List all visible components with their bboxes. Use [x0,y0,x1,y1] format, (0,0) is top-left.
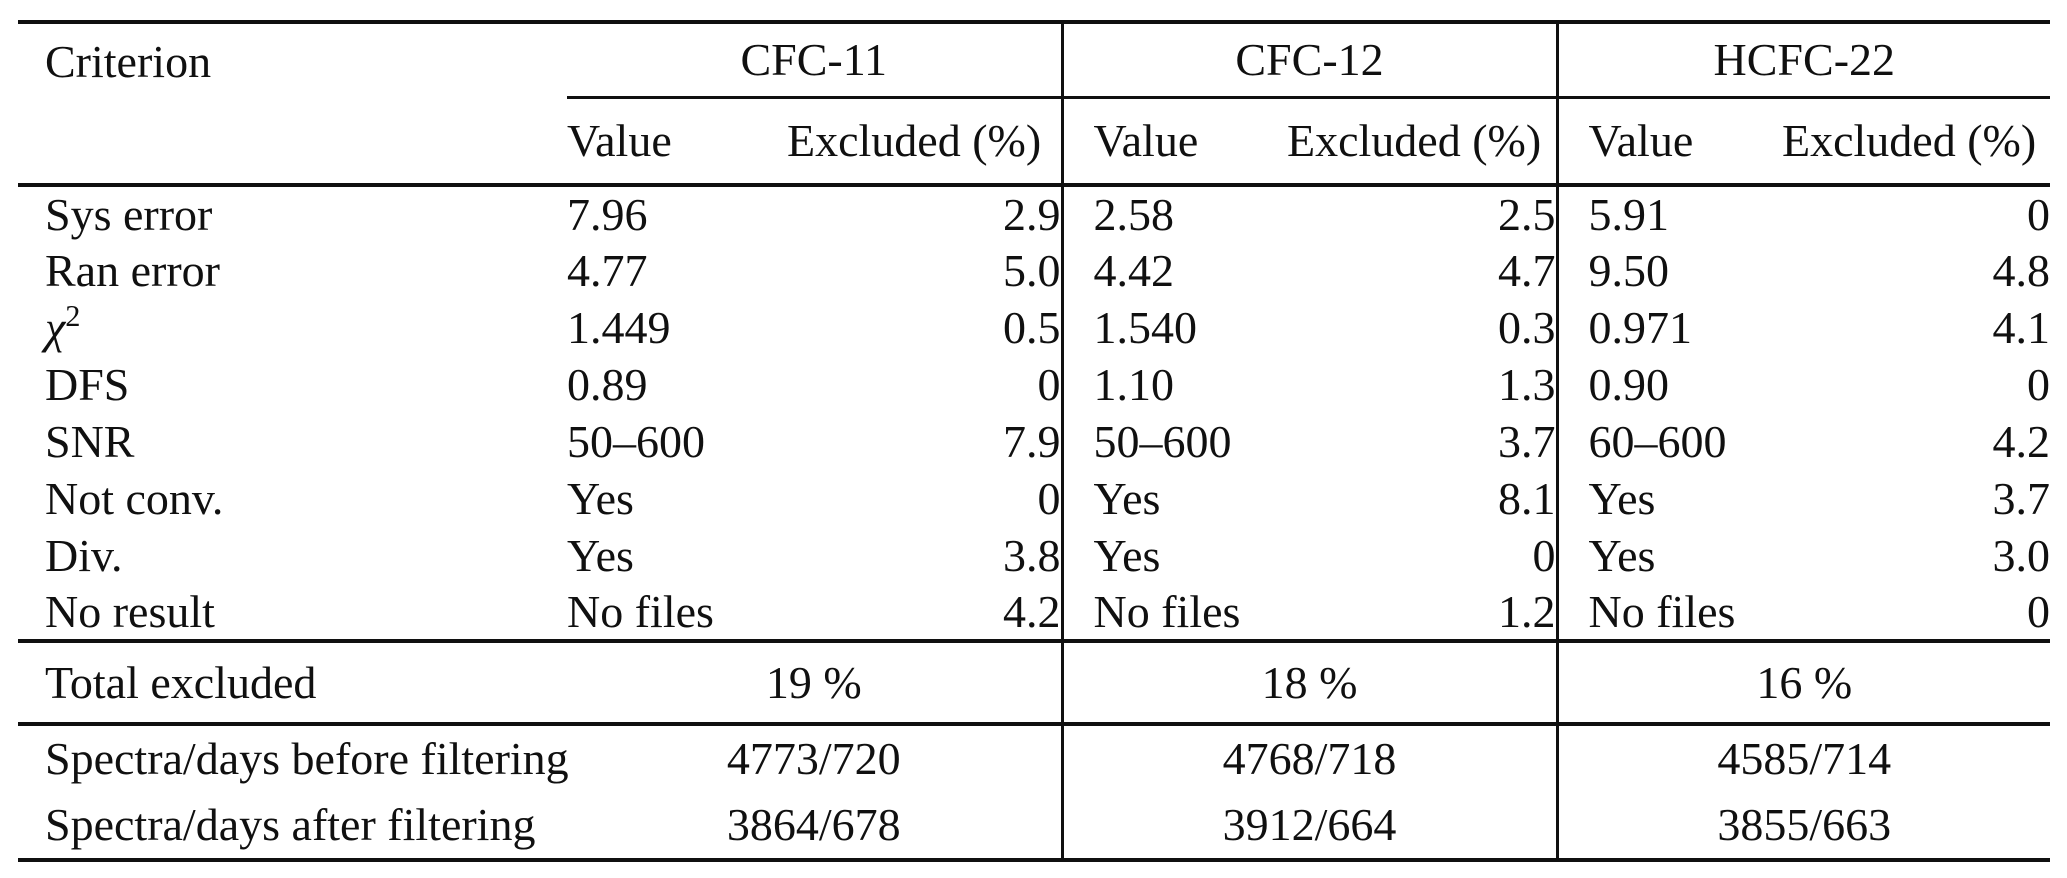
total-excluded-value: 16 % [1555,639,2051,726]
value-cell: Yes [567,472,634,524]
excluded-cell: 3.7 [1992,472,2051,524]
excluded-cell: 0 [1037,358,1061,410]
excluded-column-header: Excluded (%) [787,97,1062,187]
spectra-after-value: 3855/663 [1555,792,2051,862]
spectra-before-value: 4585/714 [1555,724,2051,792]
excluded-cell: 1.2 [1498,585,1556,637]
table-row: Sys error 7.96 2.9 2.58 2.5 5.91 0 [18,185,2050,242]
total-excluded-value: 19 % [567,639,1062,726]
table-row: No result No files 4.2 No files 1.2 No files 0 [18,584,2050,641]
value-cell: 2.58 [1060,185,1287,242]
value-cell: 0.89 [567,358,648,410]
superscript: 2 [65,298,81,333]
table-row: Div. Yes 3.8 Yes 0 Yes 3.0 [18,527,2050,584]
chi-symbol: χ [45,301,66,353]
value-cell: 4.42 [1060,242,1287,299]
excluded-cell: 0.3 [1498,301,1556,353]
spectra-before-value: 4768/718 [1060,724,1558,792]
table-row: SNR 50–600 7.9 50–600 3.7 60–600 4.2 [18,413,2050,470]
value-cell: 1.10 [1060,356,1287,413]
excluded-cell: 4.8 [1992,244,2051,296]
total-excluded-value: 18 % [1060,639,1558,726]
value-cell: 0.971 [1555,299,1783,356]
spectra-after-value: 3864/678 [567,792,1062,862]
criterion-column-header: Criterion [18,20,567,187]
excluded-column-header: Excluded (%) [1782,97,2051,187]
criterion-label: SNR [45,415,135,467]
spectra-before-row: Spectra/days before filtering 4773/720 476… [18,724,2051,792]
group-header-cfc11: CFC-11 [567,20,1062,99]
criterion-label: Not conv. [45,472,224,524]
excluded-cell: 3.0 [1992,529,2051,581]
excluded-cell: 1.3 [1498,358,1556,410]
criterion-label: χ2 [18,299,567,356]
excluded-cell: 8.1 [1498,472,1556,524]
value-cell: 9.50 [1555,242,1783,299]
value-cell: 1.449 [567,301,671,353]
spectra-after-value: 3912/664 [1060,792,1558,862]
criterion-label: Div. [45,529,123,581]
table-header: Criterion CFC-11 CFC-12 HCFC-22 Value Ex… [18,20,2051,187]
spectra-before-value: 4773/720 [726,733,901,784]
excluded-cell: 2.9 [1003,188,1061,240]
value-cell: 1.540 [1060,299,1287,356]
value-cell: 0.90 [1555,356,1783,413]
value-cell: 50–600 [567,415,705,467]
value-cell: Yes [1555,470,1783,527]
excluded-cell: 0 [2027,358,2051,410]
filter-criteria-table: Criterion CFC-11 CFC-12 HCFC-22 Value Ex… [18,20,2051,862]
value-cell: Yes [567,529,634,581]
table-row: DFS 0.89 0 1.10 1.3 0.90 0 [18,356,2050,413]
spectra-after-row: Spectra/days after filtering 3864/678 3912… [18,792,2051,862]
excluded-cell: 0 [1037,472,1061,524]
table-row: χ2 1.449 0.5 1.540 0.3 0.971 4.1 [18,299,2050,356]
criterion-label: No result [45,585,215,637]
value-cell: 5.91 [1555,185,1783,242]
value-cell: 4.77 [567,244,648,296]
value-column-header: Value [1060,97,1287,187]
value-cell: No files [1060,584,1287,641]
excluded-cell: 0 [1532,529,1556,581]
excluded-cell: 5.0 [1003,244,1061,296]
value-column-header: Value [567,97,787,187]
excluded-cell: 4.7 [1498,244,1556,296]
criterion-label: DFS [45,358,130,410]
criterion-label: Sys error [45,188,213,240]
value-cell: Yes [1060,527,1287,584]
summary-rows: Total excluded 19 % 18 % 16 % Spectra/days b… [18,639,2051,862]
spectra-after-label: Spectra/days after filtering [18,792,567,862]
excluded-cell: 3.8 [1003,529,1061,581]
value-cell: 7.96 [567,188,648,240]
table-row: Not conv. Yes 0 Yes 8.1 Yes 3.7 [18,470,2050,527]
gas-header-row: Criterion CFC-11 CFC-12 HCFC-22 [18,20,2051,187]
excluded-cell: 4.2 [1992,415,2051,467]
value-column-header: Value [1555,97,1783,187]
excluded-cell: 4.1 [1992,301,2051,353]
excluded-cell: 7.9 [1003,415,1061,467]
group-header-cfc12: CFC-12 [1060,20,1558,99]
table-row: Ran error 4.77 5.0 4.42 4.7 9.50 4.8 [18,242,2050,299]
value-cell: Yes [1060,470,1287,527]
excluded-column-header: Excluded (%) [1287,97,1558,187]
excluded-cell: 0 [2027,585,2051,637]
value-cell: No files [567,585,714,637]
total-excluded-row: Total excluded 19 % 18 % 16 % [18,639,2051,726]
value-cell: 60–600 [1555,413,1783,470]
value-cell: 50–600 [1060,413,1287,470]
group-header-hcfc22: HCFC-22 [1555,20,2051,99]
excluded-cell: 0 [2027,188,2051,240]
excluded-cell: 2.5 [1498,188,1556,240]
spectra-before-label: Spectra/days before filtering [45,733,569,784]
excluded-cell: 0.5 [1003,301,1061,353]
excluded-cell: 4.2 [1003,585,1061,637]
excluded-cell: 3.7 [1498,415,1556,467]
criteria-rows: Sys error 7.96 2.9 2.58 2.5 5.91 0 Ran error 4.7… [18,185,2050,641]
criterion-label: Ran error [45,244,220,296]
subheader-row: Value Excluded (%) Value Excluded (%) Va… [18,97,2051,187]
value-cell: Yes [1555,527,1783,584]
value-cell: No files [1555,584,1783,641]
total-excluded-label: Total excluded [18,639,567,726]
